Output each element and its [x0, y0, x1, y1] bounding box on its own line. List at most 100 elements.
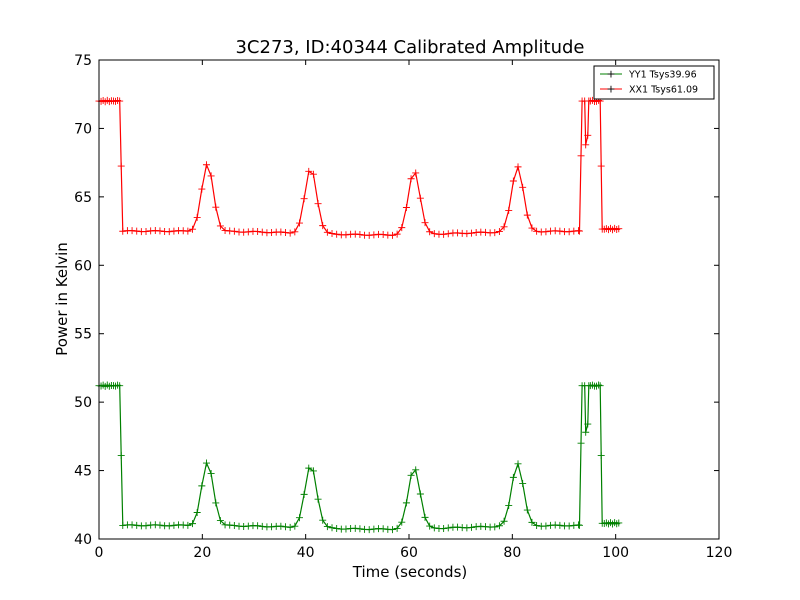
data-point: [576, 521, 583, 529]
data-point: [500, 223, 508, 231]
data-point: [421, 219, 429, 227]
data-point: [305, 464, 313, 472]
data-point: [597, 452, 605, 460]
y-tick-label: 40: [74, 532, 92, 548]
data-point: [402, 203, 410, 211]
data-point: [216, 517, 224, 525]
data-point: [444, 230, 452, 238]
data-point: [170, 521, 178, 529]
data-point: [314, 200, 322, 208]
x-axis-label: Time (seconds): [352, 563, 468, 581]
y-tick-label: 65: [74, 190, 92, 206]
x-tick-label: 80: [503, 545, 521, 561]
data-point: [117, 452, 125, 460]
data-point: [328, 230, 336, 238]
data-point: [314, 495, 322, 503]
x-tick-label: 20: [193, 545, 211, 561]
data-point: [286, 229, 294, 237]
data-point: [309, 170, 317, 178]
data-point: [523, 506, 531, 514]
data-point: [323, 523, 331, 531]
data-point: [282, 229, 290, 237]
data-point: [505, 206, 513, 214]
data-point: [291, 228, 299, 236]
y-tick-label: 45: [74, 464, 92, 480]
data-point: [582, 141, 590, 149]
data-point: [356, 231, 364, 239]
plot-area: [99, 60, 719, 539]
series-xx1: [95, 96, 623, 239]
data-point: [379, 231, 387, 239]
data-point: [412, 466, 420, 474]
data-point: [514, 460, 522, 468]
data-point: [133, 521, 141, 529]
data-point: [421, 513, 429, 521]
data-point: [258, 228, 266, 236]
data-point: [615, 225, 623, 233]
data-point: [388, 526, 396, 534]
data-point: [268, 229, 276, 237]
data-point: [309, 467, 317, 475]
data-point: [444, 524, 452, 532]
legend-box: [593, 65, 715, 100]
data-point: [596, 382, 604, 390]
data-point: [407, 175, 415, 183]
data-point: [244, 522, 252, 530]
data-point: [282, 523, 290, 531]
data-point: [165, 522, 173, 530]
data-point: [319, 222, 327, 230]
data-point: [393, 524, 401, 532]
data-point: [189, 520, 197, 528]
data-point: [356, 525, 364, 533]
data-point: [556, 227, 564, 235]
data-point: [402, 499, 410, 507]
data-point: [577, 152, 585, 160]
data-point: [300, 195, 308, 203]
data-point: [468, 523, 476, 531]
data-point: [116, 382, 124, 390]
y-tick-label: 60: [74, 258, 92, 274]
data-point: [254, 522, 262, 530]
y-axis: 40 45 50 55 60 65 70 75: [74, 53, 719, 548]
data-point: [230, 522, 238, 530]
data-point: [116, 97, 124, 105]
data-point: [565, 522, 573, 530]
legend: + YY1 Tsys39.96 + XX1 Tsys61.09: [593, 65, 715, 100]
data-point: [584, 131, 592, 139]
data-point: [142, 227, 150, 235]
data-point: [412, 169, 420, 177]
data-point: [184, 521, 192, 529]
data-point: [198, 482, 206, 490]
data-point: [119, 521, 127, 529]
data-point: [565, 228, 573, 236]
data-point: [300, 490, 308, 498]
data-point: [277, 228, 285, 236]
data-point: [184, 227, 192, 235]
x-tick-label: 100: [602, 545, 629, 561]
x-tick-label: 40: [297, 545, 315, 561]
data-point: [519, 183, 527, 191]
data-point: [277, 522, 285, 530]
data-point: [533, 522, 541, 530]
x-tick-label: 60: [400, 545, 418, 561]
data-point: [542, 228, 550, 236]
data-point: [533, 227, 541, 235]
y-tick-label: 55: [74, 327, 92, 343]
data-point: [577, 439, 585, 447]
data-point: [319, 516, 327, 524]
data-point: [370, 231, 378, 239]
data-point: [468, 229, 476, 237]
data-point: [528, 224, 536, 232]
data-point: [398, 518, 406, 526]
data-point: [556, 521, 564, 529]
x-tick-label: 120: [706, 545, 733, 561]
data-point: [244, 228, 252, 236]
data-point: [430, 230, 438, 238]
data-point: [528, 518, 536, 526]
data-point: [295, 514, 303, 522]
data-point: [495, 227, 503, 235]
data-point: [333, 230, 341, 238]
chart-title: 3C273, ID:40344 Calibrated Amplitude: [235, 37, 584, 58]
data-point: [128, 521, 136, 529]
